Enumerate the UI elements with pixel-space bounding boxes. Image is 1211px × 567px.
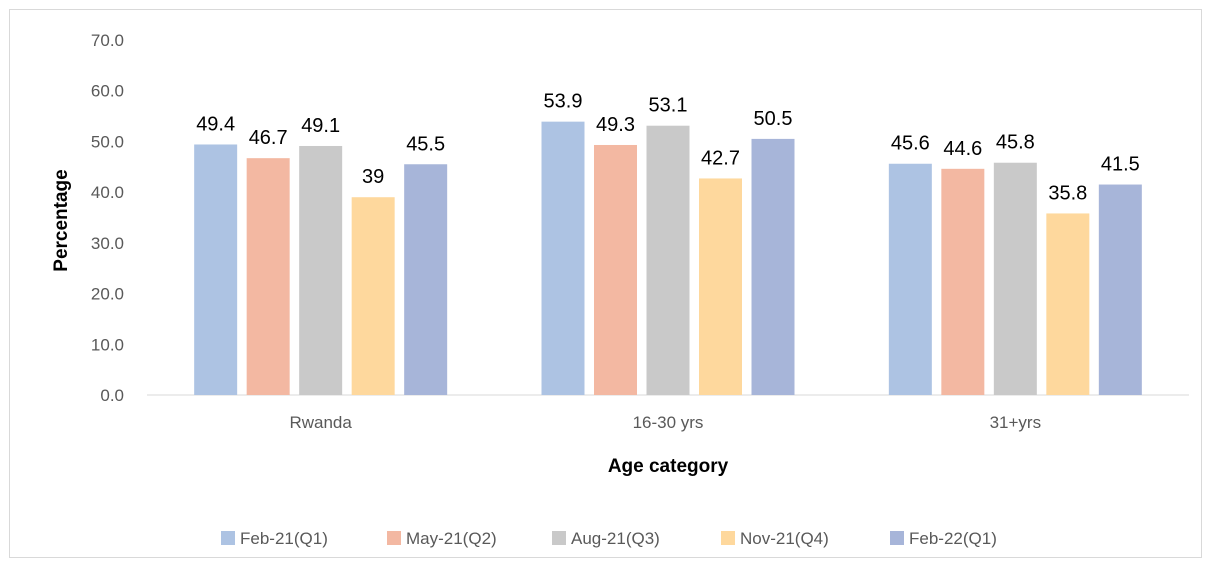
bars [194, 121, 1142, 396]
data-label: 39 [362, 166, 384, 188]
legend-swatch [221, 531, 235, 545]
bar [751, 138, 795, 395]
data-label: 35.8 [1048, 182, 1087, 204]
bar [246, 158, 290, 395]
legend-label: Aug-21(Q3) [571, 529, 660, 548]
bar [699, 178, 742, 395]
y-tick-label: 20.0 [91, 285, 124, 304]
legend-swatch [890, 531, 904, 545]
data-label: 45.5 [406, 133, 445, 155]
y-tick-label: 0.0 [100, 386, 124, 405]
bar [1046, 213, 1090, 395]
bar [941, 168, 985, 395]
legend-label: Nov-21(Q4) [740, 529, 829, 548]
data-label: 44.6 [943, 138, 982, 160]
legend-swatch [387, 531, 401, 545]
data-label: 41.5 [1101, 154, 1140, 176]
y-tick-label: 50.0 [91, 132, 124, 151]
data-labels: 49.4 46.7 49.1 39 45.5 53.9 49.3 53.1 42.7 50.5 45… [196, 91, 1140, 205]
bar [1098, 184, 1142, 395]
data-label: 53.9 [544, 91, 583, 113]
data-label: 45.6 [891, 133, 930, 155]
x-axis-ticks: Rwanda 16-30 yrs 31+yrs [289, 413, 1041, 432]
y-tick-label: 70.0 [91, 31, 124, 50]
legend: Feb-21(Q1) May-21(Q2) Aug-21(Q3) Nov-21(Q4)… [221, 529, 997, 548]
legend-swatch [552, 531, 566, 545]
data-label: 46.7 [249, 127, 288, 149]
bar [351, 197, 395, 395]
y-tick-label: 10.0 [91, 335, 124, 354]
y-axis-title: Percentage [51, 169, 72, 271]
legend-label: May-21(Q2) [406, 529, 497, 548]
bar [404, 164, 448, 395]
y-tick-label: 40.0 [91, 183, 124, 202]
data-label: 53.1 [649, 95, 688, 117]
bar [646, 125, 690, 395]
bar [594, 144, 637, 395]
bar [993, 162, 1037, 395]
data-label: 49.4 [196, 113, 235, 135]
legend-swatch [721, 531, 735, 545]
bar [541, 121, 585, 396]
bar [299, 145, 343, 395]
data-label: 49.1 [301, 115, 340, 137]
y-tick-label: 60.0 [91, 82, 124, 101]
bar [194, 144, 238, 395]
legend-label: Feb-22(Q1) [909, 529, 997, 548]
data-label: 50.5 [754, 108, 793, 130]
x-tick-label: Rwanda [289, 413, 352, 432]
data-label: 45.8 [996, 132, 1035, 154]
bar [888, 163, 932, 395]
data-label: 49.3 [596, 114, 635, 136]
x-tick-label: 16-30 yrs [633, 413, 704, 432]
y-tick-label: 30.0 [91, 234, 124, 253]
y-axis-ticks: 0.0 10.0 20.0 30.0 40.0 50.0 60.0 70.0 [91, 31, 124, 405]
x-tick-label: 31+yrs [990, 413, 1042, 432]
data-label: 42.7 [701, 147, 740, 169]
x-axis-title: Age category [608, 456, 729, 477]
legend-label: Feb-21(Q1) [240, 529, 328, 548]
